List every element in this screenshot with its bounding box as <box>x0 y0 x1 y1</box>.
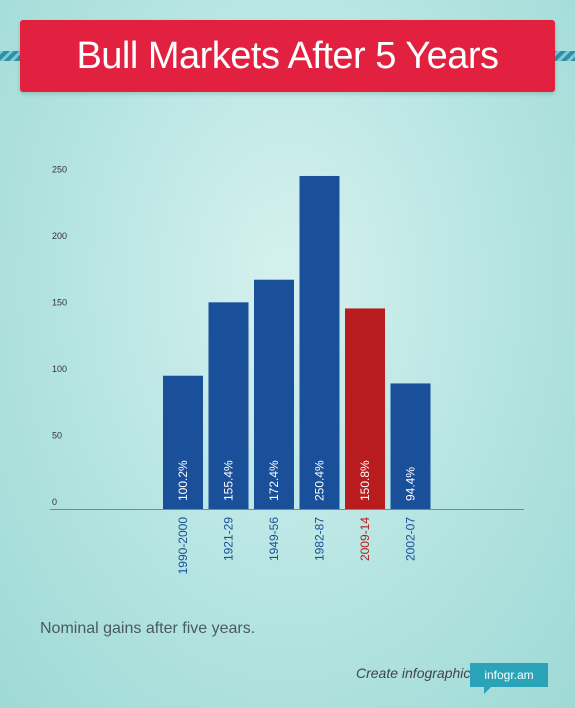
bar <box>163 375 203 509</box>
title-banner: Bull Markets After 5 Years <box>20 20 555 92</box>
x-tick-label: 1990-2000 <box>176 517 190 575</box>
y-tick-label: 100 <box>52 364 67 374</box>
bar-data-label: 150.8% <box>358 460 372 501</box>
infogram-badge[interactable]: infogr.am <box>470 663 548 687</box>
chart-caption: Nominal gains after five years. <box>40 620 256 637</box>
bar <box>254 279 294 509</box>
y-tick-label: 250 <box>52 165 67 175</box>
y-tick-label: 200 <box>52 231 67 241</box>
x-tick-label: 2009-14 <box>358 517 372 561</box>
x-tick-label: 1921-29 <box>222 517 236 561</box>
create-infographics-link[interactable]: Create infographics <box>356 665 478 681</box>
bar-data-label: 94.4% <box>404 467 418 501</box>
bar-chart: 0 50 100 150 200 250 100.2% 1990-2000 155.4% 1921… <box>50 165 524 575</box>
x-tick-label: 2002-07 <box>404 517 418 561</box>
page-title: Bull Markets After 5 Years <box>76 34 499 77</box>
bar-data-label: 100.2% <box>176 460 190 501</box>
y-tick-label: 50 <box>52 431 62 441</box>
x-tick-label: 1949-56 <box>267 517 281 561</box>
y-tick-label: 0 <box>52 497 57 507</box>
bar <box>345 308 385 509</box>
x-tick-label: 1982-87 <box>313 517 327 561</box>
bar <box>390 383 431 509</box>
bar-data-label: 155.4% <box>222 460 236 501</box>
bar <box>208 302 249 509</box>
bar <box>299 175 340 509</box>
bar-data-label: 172.4% <box>267 460 281 501</box>
badge-tail <box>484 687 491 694</box>
y-tick-label: 150 <box>52 298 67 308</box>
bar-data-label: 250.4% <box>313 460 327 501</box>
